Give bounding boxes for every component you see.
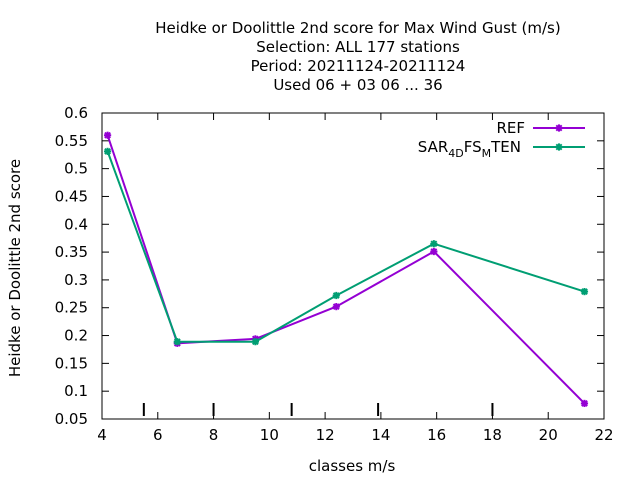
x-tick-label: 10: [260, 426, 279, 444]
plot-frame: [101, 112, 605, 420]
legend-label-ref: REF: [496, 119, 525, 137]
x-tick-label: 20: [539, 426, 558, 444]
legend-sub: 4D: [448, 147, 463, 160]
x-tick-label: 14: [371, 426, 390, 444]
data-point: [580, 399, 589, 408]
y-axis-label: Heidke or Doolittle 2nd score: [6, 159, 24, 377]
data-point: [332, 303, 340, 311]
y-tick-label: 0.4: [64, 215, 88, 233]
data-point: [332, 291, 340, 300]
data-point: [580, 287, 589, 296]
x-axis-label: classes m/s: [309, 457, 396, 475]
x-tick-label: 16: [427, 426, 446, 444]
y-tick-label: 0.3: [64, 271, 88, 289]
x-tick-label: 4: [97, 426, 107, 444]
y-tick-label: 0.05: [55, 410, 88, 428]
title-line: Heidke or Doolittle 2nd score for Max Wi…: [155, 19, 560, 37]
legend-part: FS: [464, 138, 482, 156]
series-line-sar: [106, 151, 585, 343]
x-tick-label: 6: [153, 426, 163, 444]
y-tick-label: 0.2: [64, 327, 88, 345]
legend-part: SAR: [418, 138, 448, 156]
y-tick-label: 0.1: [64, 382, 88, 400]
y-tick-label: 0.6: [64, 104, 88, 122]
title-line: Period: 20211124-20211124: [251, 57, 466, 75]
title-line: Used 06 + 03 06 ... 36: [273, 76, 442, 94]
class-boundary-marks: [142, 403, 494, 416]
x-tick-label: 22: [594, 426, 613, 444]
data-point: [103, 147, 112, 155]
data-point: [430, 247, 438, 256]
data-point: [103, 131, 112, 139]
chart-title: Heidke or Doolittle 2nd score for Max Wi…: [155, 19, 560, 94]
legend-marker-sar: [555, 143, 563, 151]
legend-part: TEN: [490, 138, 521, 156]
y-tick-label: 0.35: [55, 243, 88, 261]
x-tick-label: 8: [209, 426, 219, 444]
series-layer: [103, 131, 589, 408]
legend-marker-ref: [555, 124, 563, 132]
title-line: Selection: ALL 177 stations: [256, 38, 460, 56]
legend-label-sar: SAR4DFSMTEN: [418, 138, 521, 160]
x-axis: 4 6 8 10 12 14 16 18 20 22: [97, 113, 614, 444]
y-tick-label: 0.25: [55, 299, 88, 317]
y-axis: 0.05 0.1 0.15 0.2 0.25 0.3 0.35 0.4 0.45 0.5 0.55 0…: [55, 104, 604, 428]
y-tick-label: 0.15: [55, 354, 88, 372]
x-tick-label: 18: [483, 426, 502, 444]
plot-border: [101, 112, 605, 420]
legend-sub: M: [482, 147, 492, 160]
data-point: [173, 338, 181, 346]
y-tick-label: 0.55: [55, 132, 88, 150]
data-point: [251, 338, 259, 346]
y-tick-label: 0.45: [55, 187, 88, 205]
data-point: [430, 240, 438, 248]
x-tick-label: 12: [316, 426, 335, 444]
y-tick-label: 0.5: [64, 160, 88, 178]
